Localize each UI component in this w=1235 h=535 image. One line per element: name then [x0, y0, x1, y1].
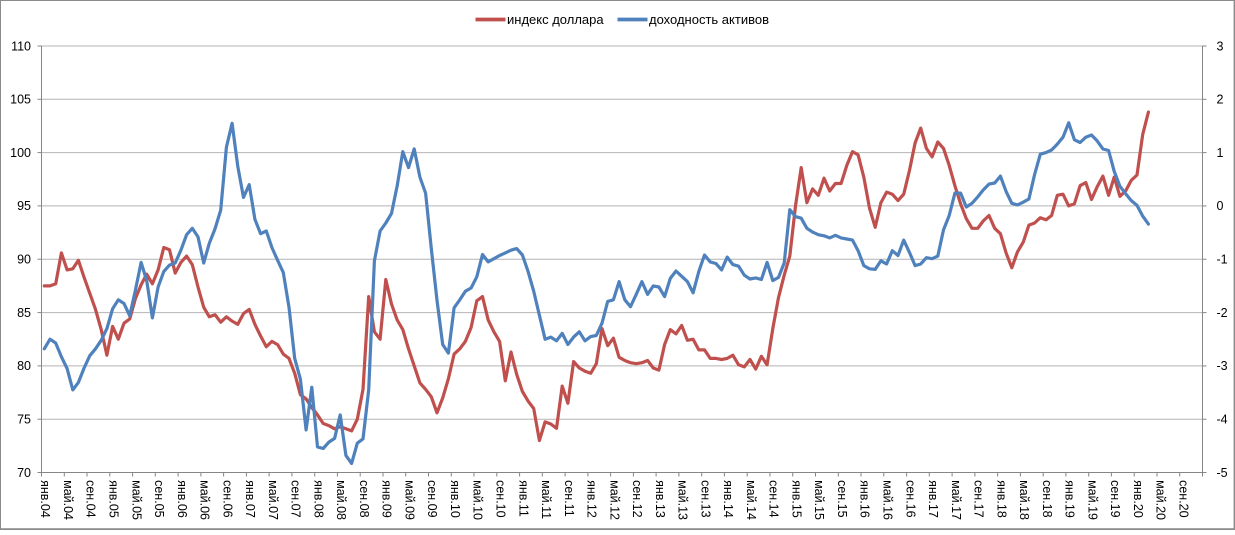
svg-text:85: 85 — [17, 306, 31, 320]
svg-text:сен.14: сен.14 — [767, 480, 781, 518]
svg-text:май.12: май.12 — [607, 480, 621, 520]
svg-text:105: 105 — [10, 93, 31, 107]
svg-text:110: 110 — [11, 39, 31, 53]
svg-text:100: 100 — [10, 146, 31, 160]
svg-text:индекс доллара: индекс доллара — [507, 12, 604, 27]
svg-text:0: 0 — [1217, 199, 1224, 213]
svg-text:доходность активов: доходность активов — [649, 12, 769, 27]
svg-text:90: 90 — [17, 253, 31, 267]
svg-text:янв.20: янв.20 — [1131, 480, 1145, 518]
svg-text:сен.09: сен.09 — [425, 480, 439, 518]
svg-text:сен.08: сен.08 — [357, 480, 371, 518]
svg-text:2: 2 — [1217, 93, 1224, 107]
svg-text:май.08: май.08 — [334, 480, 348, 520]
svg-text:май.20: май.20 — [1154, 480, 1168, 520]
svg-text:70: 70 — [17, 466, 31, 480]
svg-text:янв.11: янв.11 — [516, 480, 530, 517]
svg-text:май.18: май.18 — [1017, 480, 1031, 520]
svg-text:май.19: май.19 — [1085, 480, 1099, 520]
svg-text:май.07: май.07 — [266, 480, 280, 520]
svg-text:май.17: май.17 — [949, 480, 963, 520]
svg-text:май.16: май.16 — [881, 480, 895, 520]
svg-text:сен.17: сен.17 — [972, 480, 986, 518]
svg-text:янв.15: янв.15 — [789, 480, 803, 518]
svg-text:янв.17: янв.17 — [926, 480, 940, 518]
svg-text:май.14: май.14 — [744, 480, 758, 520]
svg-text:янв.14: янв.14 — [721, 480, 735, 518]
svg-text:янв.07: янв.07 — [243, 480, 257, 518]
svg-text:-5: -5 — [1217, 466, 1228, 480]
svg-text:сен.05: сен.05 — [152, 480, 166, 518]
svg-text:сен.12: сен.12 — [630, 480, 644, 518]
svg-text:сен.13: сен.13 — [698, 480, 712, 518]
svg-text:янв.19: янв.19 — [1063, 480, 1077, 518]
svg-text:3: 3 — [1217, 39, 1224, 53]
svg-text:1: 1 — [1217, 146, 1224, 160]
svg-text:сен.20: сен.20 — [1176, 480, 1190, 518]
svg-text:янв.08: янв.08 — [311, 480, 325, 518]
svg-text:май.06: май.06 — [198, 480, 212, 520]
svg-text:янв.06: янв.06 — [175, 480, 189, 518]
svg-text:сен.07: сен.07 — [289, 480, 303, 518]
svg-text:-4: -4 — [1217, 413, 1228, 427]
svg-text:май.13: май.13 — [676, 480, 690, 520]
svg-text:янв.04: янв.04 — [38, 480, 52, 518]
svg-text:янв.18: янв.18 — [994, 480, 1008, 518]
svg-text:сен.06: сен.06 — [220, 480, 234, 518]
svg-text:-3: -3 — [1217, 359, 1228, 373]
svg-text:сен.18: сен.18 — [1040, 480, 1054, 518]
svg-text:80: 80 — [17, 359, 31, 373]
svg-text:янв.12: янв.12 — [585, 480, 599, 518]
svg-text:янв.10: янв.10 — [448, 480, 462, 518]
svg-text:95: 95 — [17, 199, 31, 213]
svg-text:сен.11: сен.11 — [562, 480, 576, 517]
svg-text:75: 75 — [17, 413, 31, 427]
svg-text:май.04: май.04 — [61, 480, 75, 520]
svg-text:сен.15: сен.15 — [835, 480, 849, 518]
svg-text:янв.13: янв.13 — [653, 480, 667, 518]
svg-text:май.10: май.10 — [471, 480, 485, 520]
svg-text:янв.09: янв.09 — [380, 480, 394, 518]
svg-text:янв.16: янв.16 — [858, 480, 872, 518]
svg-text:май.11: май.11 — [539, 480, 553, 519]
svg-text:сен.10: сен.10 — [494, 480, 508, 518]
svg-text:сен.19: сен.19 — [1108, 480, 1122, 518]
svg-text:май.05: май.05 — [129, 480, 143, 520]
svg-text:сен.04: сен.04 — [84, 480, 98, 518]
svg-text:-2: -2 — [1217, 306, 1228, 320]
svg-text:май.09: май.09 — [402, 480, 416, 520]
svg-text:май.15: май.15 — [812, 480, 826, 520]
svg-text:-1: -1 — [1217, 253, 1228, 267]
svg-text:янв.05: янв.05 — [107, 480, 121, 518]
svg-text:сен.16: сен.16 — [903, 480, 917, 518]
